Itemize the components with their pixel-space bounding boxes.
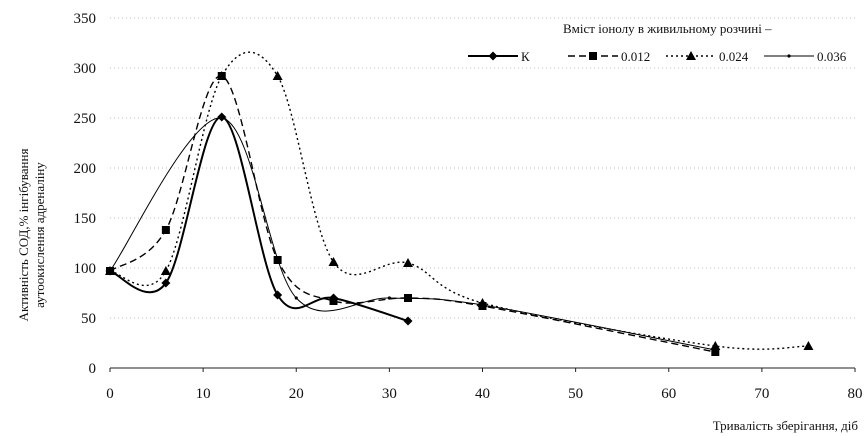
- series-3-point-0: [108, 269, 112, 273]
- series-3-point-2: [294, 296, 298, 300]
- series-2-point-8: [803, 341, 814, 350]
- legend-label-1: 0.012: [621, 49, 650, 64]
- series-2-point-2: [216, 71, 227, 80]
- series-0-point-3: [273, 290, 283, 300]
- legend-title: Вміст іонолу в живильному розчині –: [563, 21, 772, 36]
- legend-label-2: 0.024: [719, 49, 749, 64]
- legend-marker-0: [488, 51, 498, 61]
- series-1-point-4: [329, 297, 338, 305]
- legend-label-0: К: [521, 49, 530, 64]
- series-1-point-7: [711, 348, 720, 356]
- y-tick-350: 350: [74, 11, 97, 27]
- series-0-point-1: [161, 278, 171, 288]
- legend-label-3: 0.036: [817, 49, 847, 64]
- series-2-point-4: [328, 257, 339, 266]
- series-2-point-7: [710, 341, 721, 350]
- x-tick-labels: 0 10 20 30 40 50 60 70 80: [106, 386, 862, 402]
- legend-marker-2: [686, 51, 696, 60]
- gridlines: [110, 17, 855, 319]
- x-tick-80: 80: [848, 386, 863, 402]
- x-tick-30: 30: [382, 386, 397, 402]
- y-tick-250: 250: [74, 111, 97, 127]
- legend-marker-3: [787, 54, 791, 58]
- series-1-point-1: [161, 226, 170, 234]
- series-2-point-5: [403, 258, 413, 267]
- x-tick-50: 50: [568, 386, 583, 402]
- x-tick-0: 0: [106, 386, 114, 402]
- x-tick-40: 40: [475, 386, 490, 402]
- series-0-point-5: [403, 316, 413, 326]
- x-tick-60: 60: [661, 386, 676, 402]
- series-3-point-1: [220, 116, 224, 120]
- series-line-1: [109, 75, 716, 353]
- series-line-0: [109, 115, 409, 322]
- y-tick-200: 200: [74, 161, 97, 177]
- series-2-point-1: [160, 266, 171, 275]
- series-line-3: [109, 117, 716, 351]
- series-line-2: [109, 51, 809, 350]
- y-tick-100: 100: [74, 261, 97, 277]
- y-axis-title-line-2: аутоокислення адреналіну: [32, 162, 47, 308]
- y-axis-title: Активність СОД,% інгібування аутоокислен…: [16, 149, 47, 322]
- series-2-point-3: [272, 71, 283, 80]
- y-axis-title-line-1: Активність СОД,% інгібування: [16, 149, 31, 322]
- x-tick-20: 20: [289, 386, 304, 402]
- x-tick-70: 70: [754, 386, 769, 402]
- y-tick-150: 150: [74, 211, 97, 227]
- legend-marker-1: [589, 52, 597, 60]
- x-axis-title: Тривалість зберігання, діб: [713, 418, 859, 433]
- y-tick-0: 0: [89, 361, 97, 377]
- series-3-point-5: [713, 348, 717, 352]
- series-3-point-4: [480, 303, 485, 307]
- y-tick-300: 300: [74, 61, 97, 77]
- series-group: [105, 51, 814, 356]
- y-tick-50: 50: [81, 311, 96, 327]
- legend: К 0.012 0.024 0.036: [468, 49, 847, 64]
- axes: [109, 367, 856, 372]
- y-tick-labels: 0 50 100 150 200 250 300 350: [74, 11, 97, 377]
- series-3-point-3: [387, 296, 391, 300]
- x-tick-10: 10: [196, 386, 211, 402]
